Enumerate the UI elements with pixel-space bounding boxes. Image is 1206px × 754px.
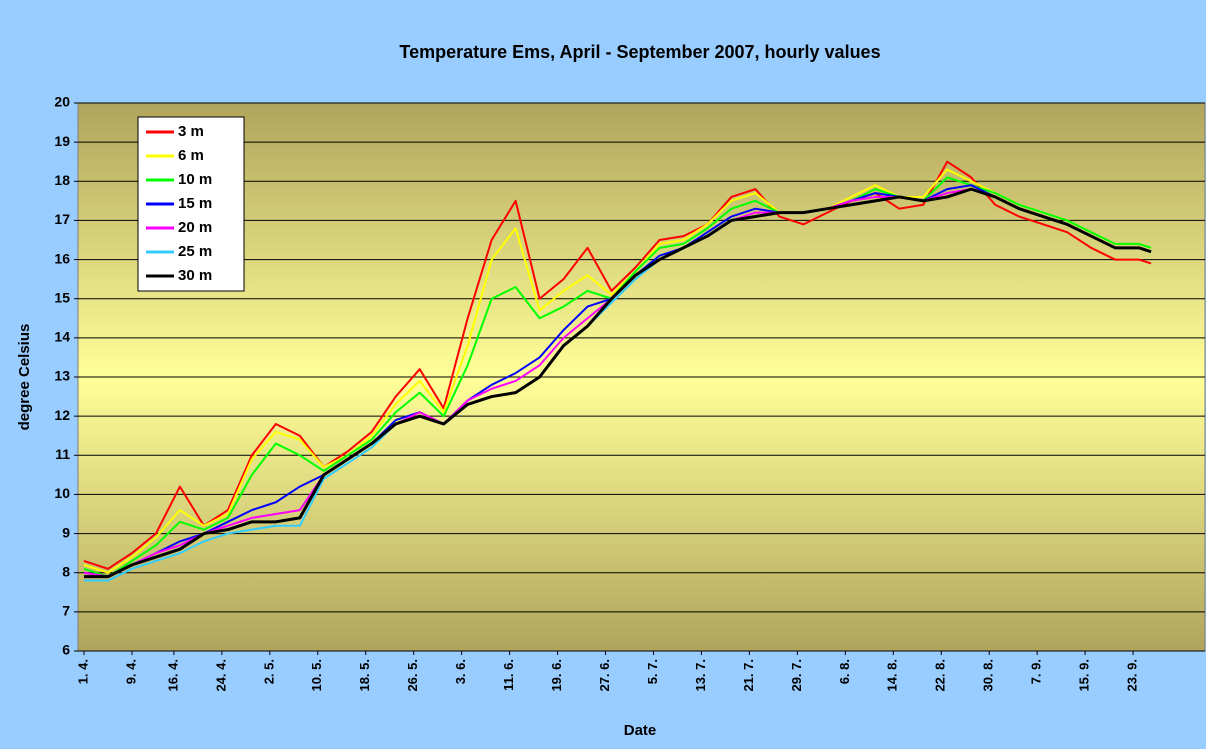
- y-axis-label: degree Celsius: [16, 324, 33, 431]
- legend-label: 3 m: [178, 123, 204, 140]
- x-tick-label: 14. 8.: [885, 659, 900, 692]
- y-tick-label: 13: [54, 368, 70, 384]
- y-tick-label: 11: [55, 446, 70, 462]
- x-tick-label: 1. 4.: [75, 659, 90, 684]
- x-tick-label: 15. 9.: [1077, 659, 1092, 692]
- y-tick-label: 14: [54, 329, 70, 345]
- x-tick-label: 22. 8.: [933, 659, 948, 692]
- y-tick-label: 19: [54, 133, 70, 149]
- legend-label: 10 m: [178, 171, 212, 188]
- legend-label: 6 m: [178, 147, 204, 164]
- x-tick-label: 29. 7.: [789, 659, 804, 692]
- x-tick-label: 2. 5.: [261, 659, 276, 684]
- x-tick-label: 7. 9.: [1029, 659, 1044, 684]
- y-tick-label: 9: [62, 524, 70, 540]
- y-tick-label: 12: [54, 407, 70, 423]
- chart-title: Temperature Ems, April - September 2007,…: [399, 42, 880, 62]
- y-tick-label: 10: [54, 485, 70, 501]
- x-tick-label: 19. 6.: [549, 659, 564, 692]
- legend-label: 20 m: [178, 219, 212, 236]
- y-tick-label: 6: [62, 642, 70, 658]
- x-tick-label: 18. 5.: [357, 659, 372, 692]
- x-tick-label: 9. 4.: [123, 659, 138, 684]
- x-tick-label: 26. 5.: [405, 659, 420, 692]
- x-tick-label: 30. 8.: [981, 659, 996, 692]
- y-tick-label: 15: [54, 289, 70, 305]
- y-tick-label: 20: [54, 94, 70, 110]
- legend-label: 25 m: [178, 243, 212, 260]
- x-tick-label: 16. 4.: [165, 659, 180, 692]
- x-tick-label: 27. 6.: [597, 659, 612, 692]
- x-tick-label: 23. 9.: [1125, 659, 1140, 692]
- legend-label: 30 m: [178, 267, 212, 284]
- x-tick-label: 13. 7.: [693, 659, 708, 692]
- x-tick-label: 6. 8.: [837, 659, 852, 684]
- y-tick-label: 8: [62, 563, 70, 579]
- y-tick-label: 17: [54, 211, 70, 227]
- x-tick-label: 11. 6.: [501, 659, 516, 691]
- x-tick-label: 5. 7.: [645, 659, 660, 684]
- legend-label: 15 m: [178, 195, 212, 212]
- x-axis-label: Date: [624, 722, 657, 739]
- x-tick-label: 10. 5.: [309, 659, 324, 692]
- x-tick-label: 21. 7.: [741, 659, 756, 692]
- x-tick-label: 3. 6.: [453, 659, 468, 684]
- y-tick-label: 18: [54, 172, 70, 188]
- y-tick-label: 16: [54, 250, 70, 266]
- series-line: [83, 168, 1152, 574]
- y-tick-label: 7: [62, 603, 70, 619]
- x-tick-label: 24. 4.: [213, 659, 228, 692]
- series-line: [83, 187, 1152, 579]
